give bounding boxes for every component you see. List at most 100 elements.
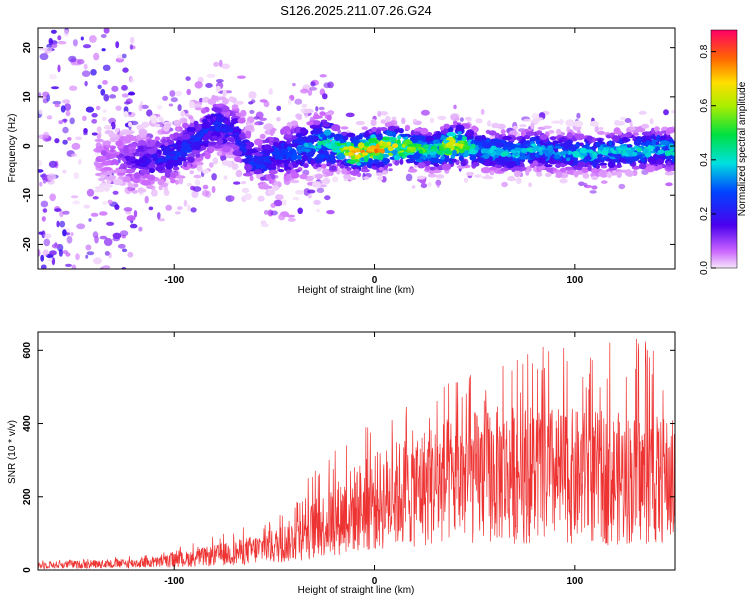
heatmap-speckle xyxy=(104,251,110,256)
heatmap-cell xyxy=(231,104,239,109)
heatmap-cell xyxy=(329,165,337,171)
heatmap-peak xyxy=(481,148,489,154)
heatmap-peak xyxy=(239,146,246,151)
heatmap-peak xyxy=(401,144,406,148)
heatmap-speckle xyxy=(43,275,47,279)
heatmap-cell xyxy=(326,155,332,160)
heatmap-speckle xyxy=(322,93,328,100)
heatmap-speckle xyxy=(94,151,103,157)
heatmap-speckle xyxy=(268,88,273,95)
heatmap-speckle xyxy=(38,249,41,257)
heatmap-speckle xyxy=(62,229,67,237)
heatmap-speckle xyxy=(69,117,75,125)
snr-xtick-label: 100 xyxy=(566,576,583,587)
snr-xtick-label: -100 xyxy=(164,576,184,587)
heatmap-cell xyxy=(357,142,365,149)
heatmap-speckle xyxy=(52,100,62,105)
heatmap-cell xyxy=(615,120,626,126)
heatmap-cell xyxy=(340,126,349,130)
heatmap-peak xyxy=(580,147,587,152)
heatmap-speckle xyxy=(131,189,138,194)
heatmap-cell xyxy=(516,136,522,142)
heatmap-cell xyxy=(416,175,426,180)
heatmap-cell xyxy=(397,135,402,140)
heatmap-cell xyxy=(441,163,452,171)
heatmap-cell xyxy=(108,133,118,138)
heatmap-speckle xyxy=(205,83,213,88)
heatmap-cell xyxy=(500,129,506,135)
heatmap-peak xyxy=(194,137,201,142)
heatmap-cell xyxy=(155,165,164,172)
heatmap-cell xyxy=(232,150,243,156)
heatmap-cell xyxy=(96,126,102,133)
heatmap-cell xyxy=(248,148,259,153)
heatmap-cell xyxy=(574,170,584,175)
heatmap-cell xyxy=(94,138,104,143)
heatmap-cell xyxy=(393,154,401,161)
heatmap-speckle xyxy=(83,204,90,209)
heatmap-cell xyxy=(175,175,186,179)
heatmap-cell xyxy=(147,174,156,181)
heatmap-cell xyxy=(515,161,521,166)
heatmap-cell xyxy=(413,152,421,160)
heatmap-cell xyxy=(286,130,292,135)
heatmap-speckle xyxy=(48,160,58,168)
heatmap-cell xyxy=(559,167,567,173)
heatmap-speckle xyxy=(89,35,97,43)
heatmap-cell xyxy=(500,167,509,172)
heatmap-speckle xyxy=(211,186,216,193)
heatmap-cell xyxy=(185,113,190,117)
heatmap-cell xyxy=(107,154,113,158)
heatmap-speckle xyxy=(102,80,108,85)
heatmap-cell xyxy=(272,185,280,191)
heatmap-speckle xyxy=(83,128,88,134)
heatmap-cell xyxy=(474,135,483,142)
heatmap-cell xyxy=(332,176,339,183)
snr-ytick-label: 200 xyxy=(22,488,33,505)
heatmap-cell xyxy=(422,154,427,161)
heatmap-cell xyxy=(125,168,135,174)
heatmap-cell xyxy=(182,122,189,129)
heatmap-cell xyxy=(101,161,112,166)
heatmap-cell xyxy=(536,130,543,135)
heatmap-peak xyxy=(392,143,399,148)
heatmap-cell xyxy=(371,126,378,133)
heatmap-cell xyxy=(104,130,114,135)
heatmap-peak xyxy=(247,154,254,158)
heatmap-peak xyxy=(664,151,672,157)
heatmap-cell xyxy=(181,133,191,140)
heatmap-speckle xyxy=(165,204,173,211)
heatmap-speckle xyxy=(106,221,115,226)
heatmap-cell xyxy=(158,185,163,191)
heatmap-speckle xyxy=(40,254,45,262)
heatmap-cell xyxy=(517,178,522,183)
heatmap-speckle xyxy=(81,70,91,77)
heatmap-cell xyxy=(238,133,245,139)
heatmap-peak xyxy=(271,151,279,155)
heatmap-speckle xyxy=(316,187,325,194)
heatmap-cell xyxy=(134,183,139,188)
heatmap-cell xyxy=(512,125,518,130)
snr-axes: -100 0 100 0 200 400 600 xyxy=(22,332,675,587)
heatmap-cell xyxy=(475,118,483,124)
heatmap-peak xyxy=(361,152,369,156)
heatmap-speckle xyxy=(40,264,47,269)
heatmap-cell xyxy=(641,135,647,143)
heatmap-cell xyxy=(598,169,608,176)
heatmap-cell xyxy=(309,150,316,156)
heatmap-cell xyxy=(257,195,265,202)
heatmap-cell xyxy=(391,149,398,155)
heatmap-speckle xyxy=(122,67,129,73)
heatmap-speckle xyxy=(148,206,154,211)
heatmap-speckle xyxy=(42,249,49,257)
heatmap-speckle xyxy=(91,118,98,124)
heatmap-speckle xyxy=(63,29,69,37)
heatmap-speckle xyxy=(49,275,54,280)
heatmap-cell xyxy=(244,164,253,171)
heatmap-cell xyxy=(130,148,137,154)
heatmap-speckle xyxy=(138,104,143,111)
heatmap-speckle xyxy=(92,257,102,265)
heatmap-cell xyxy=(525,169,530,176)
heatmap-speckle xyxy=(38,169,44,173)
heatmap-cell xyxy=(543,164,553,168)
